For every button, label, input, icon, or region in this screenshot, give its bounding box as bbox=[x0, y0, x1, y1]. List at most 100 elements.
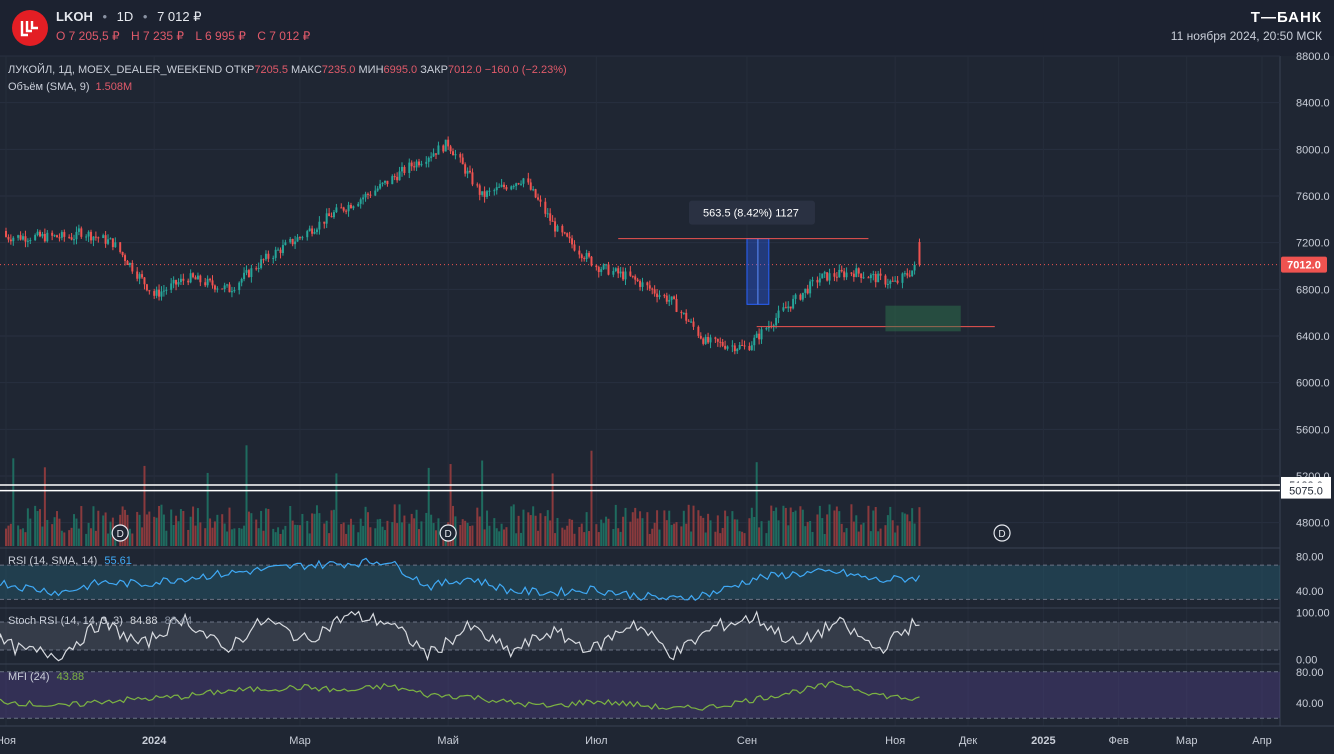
candle-body bbox=[415, 161, 418, 168]
volume-bar bbox=[97, 510, 100, 546]
candle-body bbox=[612, 271, 615, 275]
volume-bar bbox=[41, 526, 44, 546]
volume-bar bbox=[136, 511, 139, 546]
candle-body bbox=[362, 197, 365, 200]
volume-bar bbox=[332, 509, 335, 546]
interval-label[interactable]: 1D bbox=[116, 9, 134, 24]
candle-body bbox=[750, 345, 753, 351]
candle-body bbox=[301, 237, 304, 239]
volume-bar bbox=[527, 512, 530, 546]
volume-bar bbox=[410, 513, 413, 546]
volume-bar bbox=[264, 508, 267, 546]
volume-bar bbox=[721, 527, 724, 546]
candle-body bbox=[425, 161, 428, 164]
volume-bar bbox=[427, 467, 430, 546]
volume-bar bbox=[413, 518, 416, 546]
ohlc-close: C 7 012 ₽ bbox=[257, 29, 311, 43]
candle-body bbox=[721, 342, 724, 346]
volume-bar bbox=[425, 512, 428, 546]
level-label: 5075.0 bbox=[1289, 486, 1323, 498]
candle-body bbox=[826, 272, 829, 281]
volume-bar bbox=[838, 511, 841, 546]
candle-body bbox=[605, 264, 608, 266]
volume-bar bbox=[563, 529, 566, 546]
candle-body bbox=[894, 280, 897, 282]
candle-body bbox=[430, 156, 433, 158]
candle-body bbox=[145, 284, 148, 291]
legend-high: 7235.0 bbox=[321, 64, 356, 76]
candle-body bbox=[228, 284, 231, 293]
volume-bar bbox=[852, 521, 855, 546]
volume-legend: Объём (SMA, 9) 1.508M bbox=[8, 81, 132, 93]
candle-body bbox=[366, 193, 369, 195]
candle-body bbox=[585, 253, 588, 260]
ticker-symbol[interactable]: LKOH bbox=[56, 9, 93, 24]
candle-body bbox=[335, 207, 338, 213]
volume-bar bbox=[624, 507, 627, 546]
candle-body bbox=[213, 285, 216, 290]
y-tick-label: 6000.0 bbox=[1296, 378, 1330, 390]
volume-bar bbox=[349, 518, 352, 546]
volume-bar bbox=[199, 522, 202, 546]
dividend-marker-label: D bbox=[117, 529, 124, 540]
candle-body bbox=[685, 312, 688, 321]
volume-bar bbox=[639, 511, 642, 546]
candle-body bbox=[714, 337, 717, 339]
candle-body bbox=[872, 274, 875, 276]
volume-bar bbox=[862, 522, 865, 546]
volume-value: 1.508M bbox=[95, 81, 133, 93]
volume-bar bbox=[750, 507, 753, 546]
volume-bar bbox=[306, 520, 309, 546]
volume-bar bbox=[206, 472, 209, 546]
volume-bar bbox=[34, 505, 37, 546]
candle-body bbox=[413, 166, 416, 168]
candle-body bbox=[857, 268, 860, 274]
volume-bar bbox=[605, 516, 608, 546]
volume-bar bbox=[571, 519, 574, 546]
candle-body bbox=[600, 269, 603, 273]
candle-body bbox=[107, 239, 110, 244]
volume-bar bbox=[673, 523, 676, 546]
candle-body bbox=[34, 235, 37, 241]
candle-body bbox=[707, 336, 710, 343]
candle-body bbox=[794, 294, 797, 299]
candle-body bbox=[17, 235, 20, 238]
volume-bar bbox=[520, 532, 523, 546]
volume-bar bbox=[345, 533, 348, 546]
y-tick-label: 8000.0 bbox=[1296, 144, 1330, 156]
dividend-marker-icon bbox=[111, 524, 129, 542]
candle-body bbox=[396, 176, 399, 181]
volume-bar bbox=[573, 533, 576, 546]
volume-bar bbox=[87, 522, 90, 546]
candle-body bbox=[498, 186, 501, 188]
volume-bar bbox=[629, 521, 632, 546]
volume-bar bbox=[417, 529, 420, 546]
candle-body bbox=[772, 325, 775, 327]
volume-bar bbox=[393, 504, 396, 546]
volume-bar bbox=[39, 509, 42, 546]
volume-bar bbox=[758, 527, 761, 546]
candle-body bbox=[281, 245, 284, 254]
volume-bar bbox=[600, 519, 603, 546]
volume-bar bbox=[539, 513, 542, 546]
volume-bar bbox=[821, 518, 824, 546]
volume-bar bbox=[102, 515, 105, 546]
volume-bar bbox=[804, 526, 807, 546]
volume-bar bbox=[478, 516, 481, 546]
candle-body bbox=[187, 280, 190, 283]
volume-bar bbox=[714, 531, 717, 546]
candle-body bbox=[765, 328, 768, 330]
volume-bar bbox=[816, 514, 819, 546]
volume-bar bbox=[209, 518, 212, 546]
candle-body bbox=[556, 225, 559, 232]
candle-body bbox=[381, 182, 384, 184]
volume-bar bbox=[707, 513, 710, 546]
candle-body bbox=[833, 273, 836, 277]
volume-bar bbox=[799, 506, 802, 546]
legend-open: 7205.5 bbox=[254, 64, 288, 76]
volume-bar bbox=[250, 513, 253, 546]
volume-bar bbox=[498, 531, 501, 546]
volume-bar bbox=[109, 521, 112, 546]
candle-body bbox=[56, 235, 59, 238]
